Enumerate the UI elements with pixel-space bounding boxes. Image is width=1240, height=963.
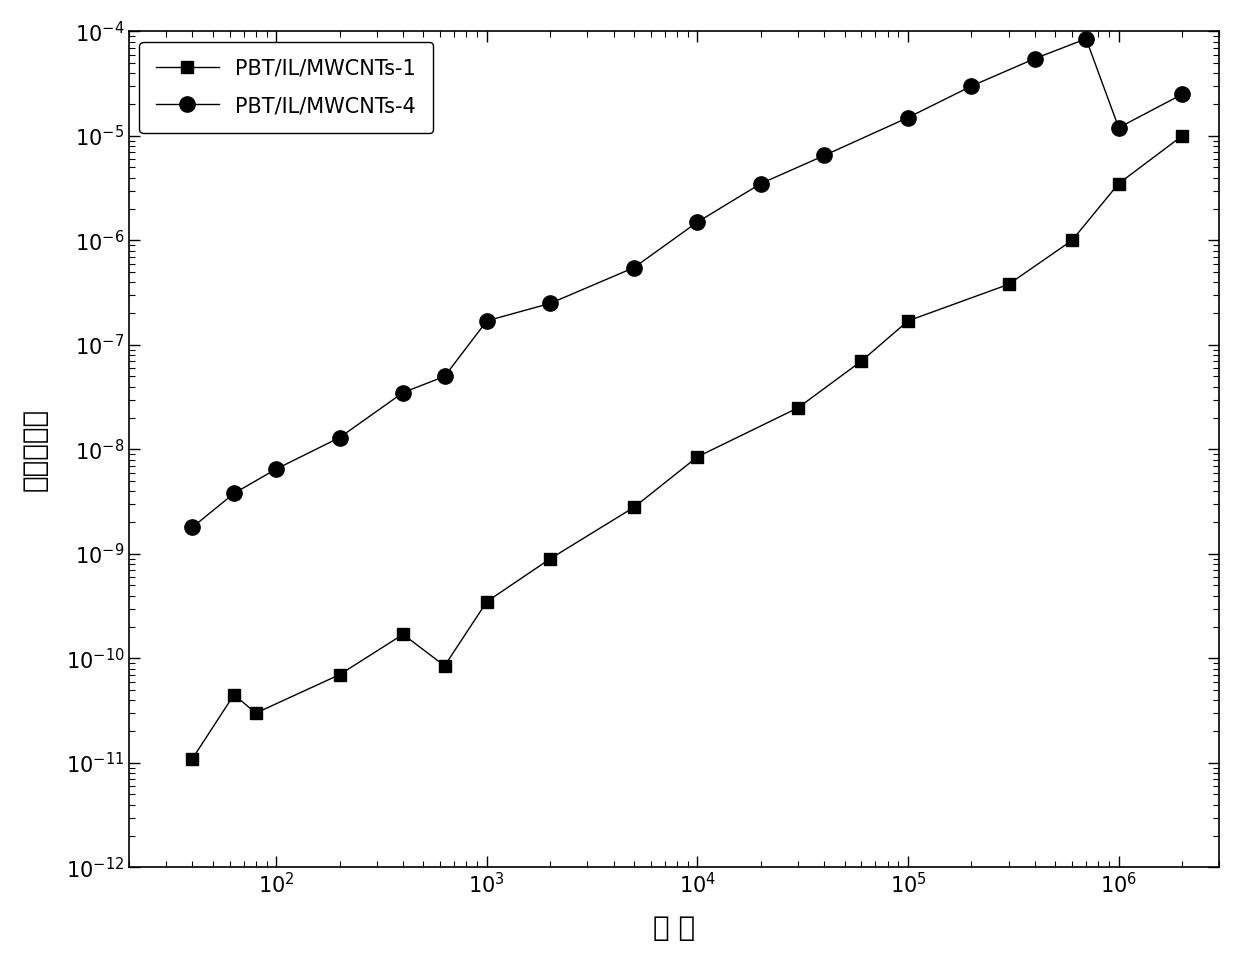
Y-axis label: 交流导电率: 交流导电率: [21, 408, 48, 491]
PBT/IL/MWCNTs-1: [332, 669, 347, 681]
PBT/IL/MWCNTs-4: [754, 178, 769, 190]
Line: PBT/IL/MWCNTs-4: PBT/IL/MWCNTs-4: [185, 31, 1189, 534]
PBT/IL/MWCNTs-4: [626, 262, 641, 273]
PBT/IL/MWCNTs-1: [396, 629, 410, 640]
PBT/IL/MWCNTs-1: [689, 451, 704, 462]
PBT/IL/MWCNTs-1: [185, 753, 200, 765]
PBT/IL/MWCNTs-4: [332, 431, 347, 443]
PBT/IL/MWCNTs-1: [900, 315, 915, 326]
PBT/IL/MWCNTs-4: [185, 522, 200, 534]
PBT/IL/MWCNTs-1: [791, 403, 806, 414]
PBT/IL/MWCNTs-1: [1174, 130, 1189, 142]
PBT/IL/MWCNTs-4: [817, 149, 832, 161]
PBT/IL/MWCNTs-4: [689, 217, 704, 228]
Line: PBT/IL/MWCNTs-1: PBT/IL/MWCNTs-1: [186, 130, 1188, 765]
X-axis label: 频 率: 频 率: [653, 914, 696, 942]
PBT/IL/MWCNTs-1: [1064, 235, 1079, 247]
PBT/IL/MWCNTs-1: [438, 660, 453, 671]
PBT/IL/MWCNTs-1: [227, 689, 242, 700]
PBT/IL/MWCNTs-4: [900, 112, 915, 123]
PBT/IL/MWCNTs-1: [854, 355, 869, 367]
PBT/IL/MWCNTs-1: [1001, 278, 1016, 290]
PBT/IL/MWCNTs-4: [438, 371, 453, 382]
PBT/IL/MWCNTs-4: [963, 80, 978, 91]
PBT/IL/MWCNTs-4: [1079, 33, 1094, 44]
PBT/IL/MWCNTs-4: [396, 387, 410, 399]
PBT/IL/MWCNTs-4: [1028, 53, 1043, 65]
PBT/IL/MWCNTs-4: [480, 315, 495, 326]
PBT/IL/MWCNTs-1: [626, 502, 641, 513]
PBT/IL/MWCNTs-1: [248, 707, 263, 718]
PBT/IL/MWCNTs-1: [543, 553, 558, 564]
PBT/IL/MWCNTs-1: [480, 596, 495, 608]
Legend: PBT/IL/MWCNTs-1, PBT/IL/MWCNTs-4: PBT/IL/MWCNTs-1, PBT/IL/MWCNTs-4: [139, 41, 433, 133]
PBT/IL/MWCNTs-4: [1174, 89, 1189, 100]
PBT/IL/MWCNTs-4: [227, 487, 242, 499]
PBT/IL/MWCNTs-1: [1111, 178, 1126, 190]
PBT/IL/MWCNTs-4: [269, 463, 284, 475]
PBT/IL/MWCNTs-4: [543, 298, 558, 309]
PBT/IL/MWCNTs-4: [1111, 122, 1126, 134]
